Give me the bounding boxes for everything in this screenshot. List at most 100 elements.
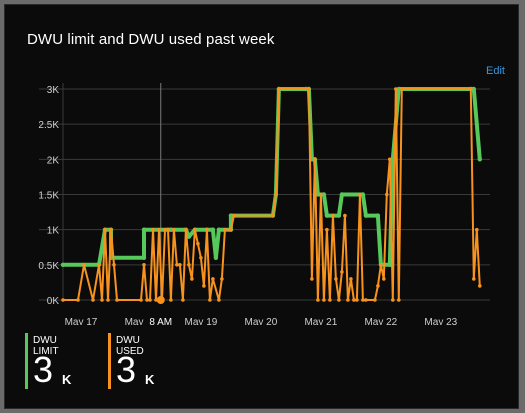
dwu-limit-point	[141, 227, 147, 232]
legend-dwu-limit-value: 3	[33, 349, 54, 390]
dwu-used-point	[307, 87, 311, 91]
dwu-used-point	[232, 213, 236, 218]
dwu-limit-point	[324, 213, 330, 218]
dwu-used-point	[400, 87, 404, 91]
dwu-used-point	[385, 192, 389, 197]
dwu-used-point	[190, 277, 194, 281]
dwu-used-point	[361, 298, 365, 302]
dwu-used-point	[472, 277, 476, 281]
dwu-limit-point	[141, 255, 147, 260]
dwu-used-point	[223, 227, 227, 232]
dwu-used-point	[112, 263, 116, 267]
dwu-used-point	[340, 270, 344, 274]
dwu-used-point	[331, 213, 335, 218]
dwu-used-point	[328, 298, 332, 302]
x-tick-label: May 18	[125, 317, 158, 325]
legend-dwu-limit-color-bar	[25, 333, 28, 389]
dwu-used-point	[169, 298, 173, 302]
dwu-used-point	[346, 298, 350, 302]
dwu-limit-point	[60, 262, 66, 267]
dwu-limit-point	[396, 86, 401, 92]
chart-title: DWU limit and DWU used past week	[27, 31, 275, 48]
dwu-used-point	[343, 213, 347, 218]
legend-dwu-limit-label: DWU LIMIT	[33, 335, 59, 357]
dwu-used-point	[166, 227, 170, 232]
dwu-used-point	[100, 298, 104, 302]
dwu-used-point	[397, 298, 401, 302]
dwu-used-point	[184, 227, 188, 232]
dwu-limit-point	[471, 86, 476, 92]
y-tick-label: 2.5K	[38, 120, 59, 131]
dwu-limit-point	[315, 192, 321, 197]
dwu-limit-point	[387, 262, 392, 267]
dwu-limit-point	[216, 227, 222, 232]
hover-label-backing	[145, 314, 176, 325]
hover-marker-dwu-used	[156, 296, 165, 304]
dwu-used-point	[355, 298, 359, 302]
dwu-used-point	[277, 87, 281, 91]
dwu-used-point	[148, 298, 152, 302]
dwu-used-point	[379, 263, 383, 267]
dwu-used-point	[109, 227, 113, 232]
dwu-used-point	[349, 277, 353, 281]
dwu-used-point	[172, 227, 176, 232]
dwu-used-point	[211, 277, 215, 281]
dwu-limit-point	[213, 255, 219, 260]
dwu-used-point	[364, 298, 368, 302]
dwu-used-point	[316, 298, 320, 302]
dwu-limit-point	[228, 213, 234, 218]
dwu-used-point	[217, 298, 221, 302]
x-tick-label: May 19	[185, 317, 218, 325]
dwu-limit-point	[321, 192, 327, 197]
dwu-limit-point	[375, 213, 381, 218]
dwu-used-point	[187, 263, 191, 267]
dwu-used-point	[82, 263, 86, 267]
dwu-used-point	[352, 298, 356, 302]
dwu-used-point	[478, 284, 482, 288]
dwu-limit-line	[63, 87, 482, 267]
legend-dwu-used-value: 3	[116, 349, 137, 390]
dwu-used-point	[193, 227, 197, 232]
dwu-used-point	[106, 298, 110, 302]
dwu-used-point	[178, 263, 182, 267]
dwu-limit-point	[360, 192, 366, 197]
chart-panel: DWU limit and DWU used past week Edit 0K…	[4, 4, 519, 409]
y-tick-label: 1K	[47, 226, 60, 237]
dwu-limit-point	[477, 157, 482, 162]
dwu-limit-point	[339, 192, 345, 197]
dwu-used-point	[61, 298, 65, 302]
dwu-limit-point	[186, 234, 192, 239]
dwu-used-point	[391, 298, 395, 302]
dwu-used-point	[337, 298, 341, 302]
series-dwu-used	[61, 87, 482, 302]
x-tick-label: May 21	[304, 317, 337, 325]
dwu-used-point	[181, 298, 185, 302]
x-tick-label: May 23	[424, 317, 457, 325]
dwu-used-point	[76, 298, 80, 302]
dwu-limit-point	[363, 213, 369, 218]
dwu-used-point	[325, 227, 329, 232]
dwu-used-point	[199, 256, 203, 260]
dwu-used-point	[376, 284, 380, 288]
dwu-used-point	[319, 192, 323, 197]
dwu-used-point	[91, 298, 95, 302]
legend-dwu-limit-unit: K	[62, 372, 72, 387]
legend-dwu-used-unit: K	[145, 372, 155, 387]
dwu-used-line	[63, 88, 481, 301]
dwu-used-point	[202, 284, 206, 288]
dwu-used-point	[313, 157, 317, 162]
hover-time-label: 8 AM	[149, 317, 172, 325]
dwu-limit-point	[210, 227, 216, 232]
dwu-line-chart[interactable]: 0K 0.5K 1K 1.5K 2K 2.5K 3K May 17 May 18 May 19 Ma…	[5, 5, 520, 325]
dwu-used-point	[139, 298, 143, 302]
dwu-used-point	[271, 213, 275, 218]
dwu-used-point	[163, 227, 167, 232]
legend-dwu-used-color-bar	[108, 333, 111, 389]
edit-link[interactable]: Edit	[486, 65, 505, 77]
dwu-used-point	[142, 263, 146, 267]
dwu-used-point	[196, 241, 200, 246]
dwu-used-point	[115, 298, 119, 302]
dwu-used-point	[220, 277, 224, 281]
dwu-used-point	[274, 192, 278, 197]
dwu-used-point	[322, 298, 326, 302]
